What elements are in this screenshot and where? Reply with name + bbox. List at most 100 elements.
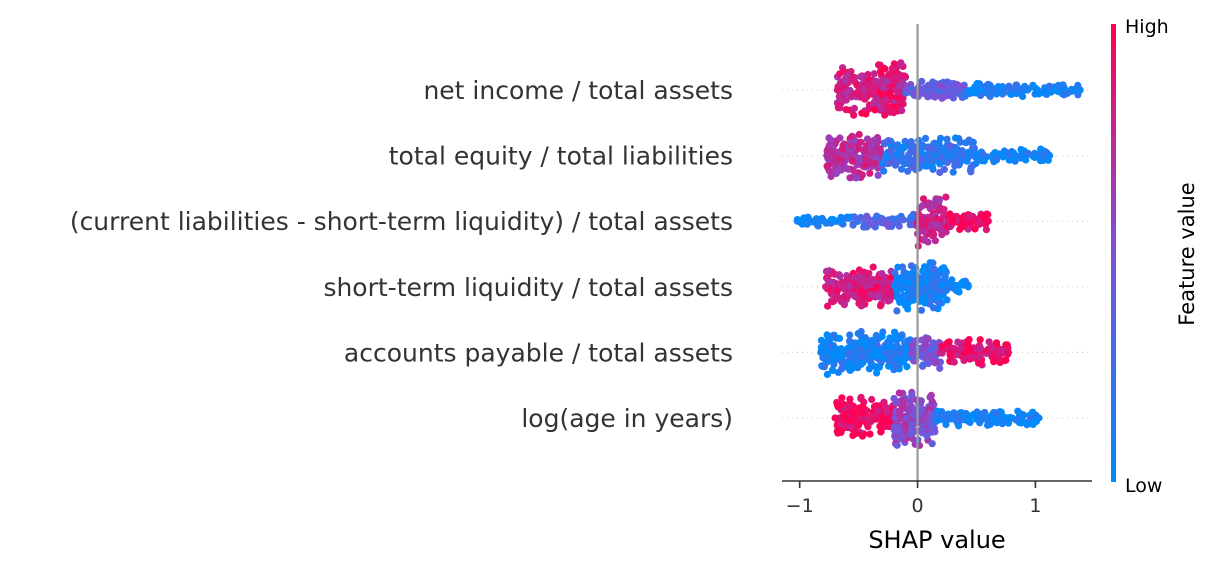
shap-point — [996, 355, 1004, 363]
shap-point — [881, 273, 890, 281]
shap-point — [846, 395, 854, 403]
shap-point — [944, 83, 952, 91]
shap-point — [829, 356, 837, 364]
shap-point — [1002, 414, 1010, 422]
shap-point — [908, 146, 917, 155]
shap-point — [863, 355, 871, 363]
shap-point — [898, 107, 906, 115]
shap-point — [957, 344, 965, 352]
shap-point — [835, 271, 843, 279]
shap-point — [1019, 412, 1027, 420]
shap-point — [869, 275, 877, 284]
shap-point — [946, 142, 954, 150]
shap-point — [966, 138, 974, 146]
shap-point — [857, 138, 865, 146]
shap-point — [942, 193, 950, 201]
shap-point — [960, 221, 968, 229]
shap-point — [977, 86, 986, 94]
shap-point — [1002, 356, 1010, 364]
shap-point — [949, 216, 957, 224]
colorbar-high-label: High — [1125, 16, 1169, 38]
shap-point — [846, 331, 854, 339]
shap-point — [901, 137, 909, 145]
shap-point — [907, 213, 915, 221]
shap-point — [967, 347, 975, 355]
shap-point — [869, 263, 877, 271]
shap-point — [874, 171, 882, 179]
feature-rows: net income / total assets total equity / … — [70, 59, 1092, 450]
shap-point — [1013, 90, 1021, 98]
shap-point — [877, 106, 885, 114]
shap-point — [870, 70, 878, 78]
shap-point — [928, 162, 937, 170]
shap-point — [933, 273, 941, 281]
shap-point — [884, 105, 892, 113]
shap-point — [853, 81, 861, 89]
shap-point — [843, 275, 852, 283]
shap-point — [954, 338, 962, 346]
shap-point — [851, 363, 860, 371]
shap-point — [829, 298, 837, 306]
shap-point — [887, 342, 895, 350]
shap-point — [924, 144, 932, 152]
shap-point — [838, 145, 847, 153]
shap-point — [879, 90, 888, 98]
shap-point — [898, 277, 906, 285]
shap-point — [850, 213, 858, 221]
shap-point — [976, 359, 984, 367]
shap-point — [880, 85, 888, 93]
shap-point — [920, 235, 929, 243]
shap-point — [860, 92, 869, 100]
shap-point — [865, 269, 873, 277]
x-tick-label: 0 — [912, 495, 924, 517]
shap-point — [940, 205, 948, 213]
shap-point — [979, 150, 987, 159]
shap-point — [1060, 91, 1068, 99]
shap-point — [937, 227, 945, 235]
shap-point — [963, 157, 971, 165]
shap-point — [893, 73, 901, 81]
shap-point — [820, 363, 829, 371]
shap-point — [967, 217, 975, 225]
shap-point — [966, 212, 974, 220]
shap-point — [1035, 414, 1043, 422]
shap-point — [917, 155, 925, 163]
shap-point — [949, 168, 957, 176]
shap-point — [823, 162, 831, 170]
feature-points — [831, 388, 1043, 450]
shap-point — [909, 158, 917, 166]
shap-point — [833, 287, 841, 295]
shap-point — [965, 336, 973, 344]
shap-point — [869, 221, 877, 229]
shap-point — [984, 217, 992, 225]
shap-point — [903, 363, 911, 371]
shap-point — [855, 266, 864, 274]
shap-point — [967, 163, 975, 171]
shap-point — [964, 341, 972, 349]
shap-point — [868, 412, 877, 420]
shap-point — [919, 267, 927, 275]
shap-point — [938, 94, 946, 102]
shap-point — [849, 221, 857, 229]
shap-point — [926, 204, 934, 212]
shap-point — [871, 346, 880, 354]
shap-point — [939, 412, 947, 421]
shap-point — [926, 259, 934, 267]
shap-point — [877, 427, 885, 436]
shap-point — [847, 423, 855, 431]
feature-row: net income / total assets — [423, 59, 1092, 119]
shap-point — [1004, 348, 1012, 356]
shap-point — [887, 146, 895, 154]
shap-point — [866, 281, 874, 289]
shap-point — [917, 141, 925, 149]
shap-point — [868, 395, 876, 404]
shap-point — [1014, 407, 1022, 415]
shap-point — [932, 220, 940, 228]
shap-point — [1045, 152, 1054, 160]
feature-points — [833, 59, 1084, 119]
shap-point — [832, 169, 840, 177]
shap-point — [983, 346, 991, 355]
shap-point — [883, 78, 891, 86]
colorbar — [1111, 24, 1116, 482]
shap-point — [976, 419, 984, 427]
